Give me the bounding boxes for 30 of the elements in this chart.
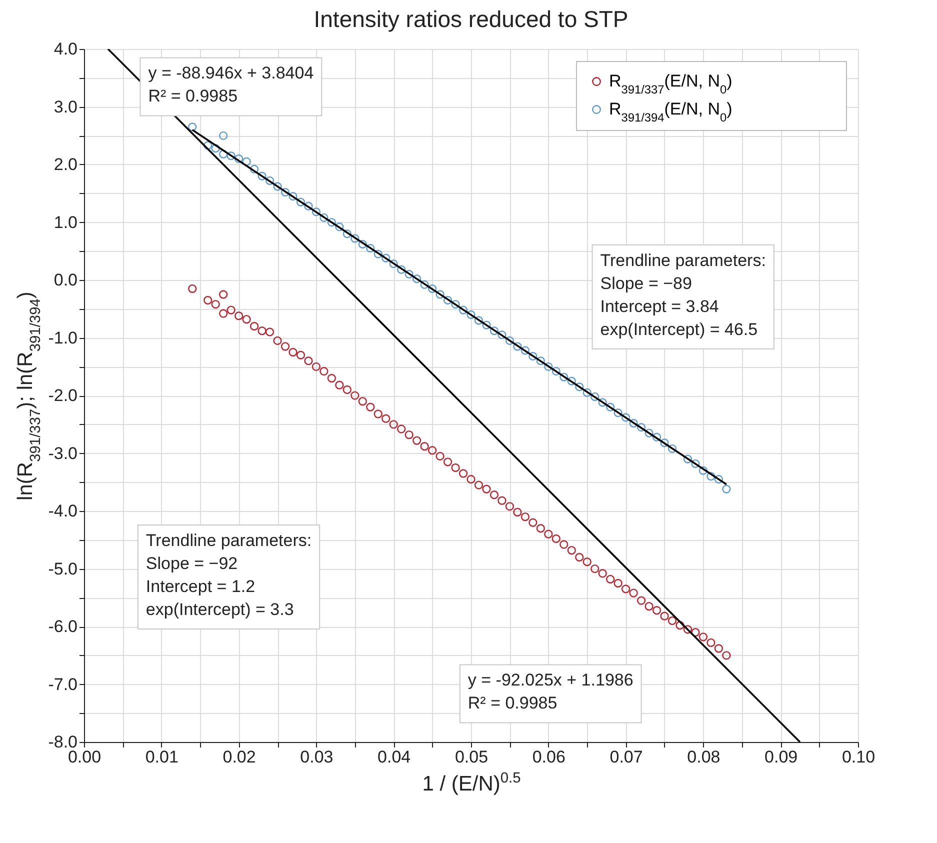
x-tick-label: 0.04 [378, 748, 411, 766]
x-tick-label: 0.06 [532, 748, 566, 766]
legend-label: R$_{391/394}$(E/N, N$_{0}$) [609, 100, 732, 124]
y-tick-label: -5.0 [48, 559, 78, 578]
y-tick-label: -2.0 [48, 386, 78, 405]
y-tick-label: 2.0 [54, 155, 78, 174]
x-tick-label: 0.09 [764, 748, 798, 766]
x-tick-label: 0.05 [454, 748, 488, 766]
x-tick-label: 0.02 [222, 748, 256, 766]
y-tick-label: -6.0 [48, 617, 78, 636]
annotation: y = -92.025x + 1.1986 R² = 0.9985 [468, 670, 634, 713]
y-tick-label: 0.0 [54, 270, 78, 290]
x-tick-label: 0.01 [145, 748, 178, 766]
y-tick-label: -4.0 [48, 502, 78, 520]
x-tick-label: 0.03 [300, 748, 334, 766]
annotation: Trendline parameters: Slope = −92 Intercept = 1.2 exp(Intercept) = 3.3 [146, 530, 312, 619]
y-tick-label: -1.0 [48, 328, 78, 348]
y-tick-label: 1.0 [54, 212, 78, 232]
x-tick-label: 0.07 [610, 748, 643, 766]
legend-label: R$_{391/337}$(E/N, N$_{0}$) [609, 72, 732, 96]
x-tick-label: 0.08 [687, 748, 720, 766]
chart-title: Intensity ratios reduced to STP [314, 6, 628, 32]
y-tick-label: -3.0 [48, 444, 78, 463]
annotation: Trendline parameters: Slope = −89 Intercept = 3.84 exp(Intercept) = 46.5 [600, 250, 766, 339]
y-tick-label: 4.0 [54, 40, 78, 58]
y-tick-label: 3.0 [54, 97, 78, 116]
y-tick-label: -7.0 [48, 674, 78, 694]
annotation: y = -88.946x + 3.8404 R² = 0.9985 [148, 64, 314, 106]
x-axis-title: 1 / (E/N)$^{0.5}$ [422, 770, 521, 796]
x-tick-label: 0.10 [842, 748, 876, 766]
